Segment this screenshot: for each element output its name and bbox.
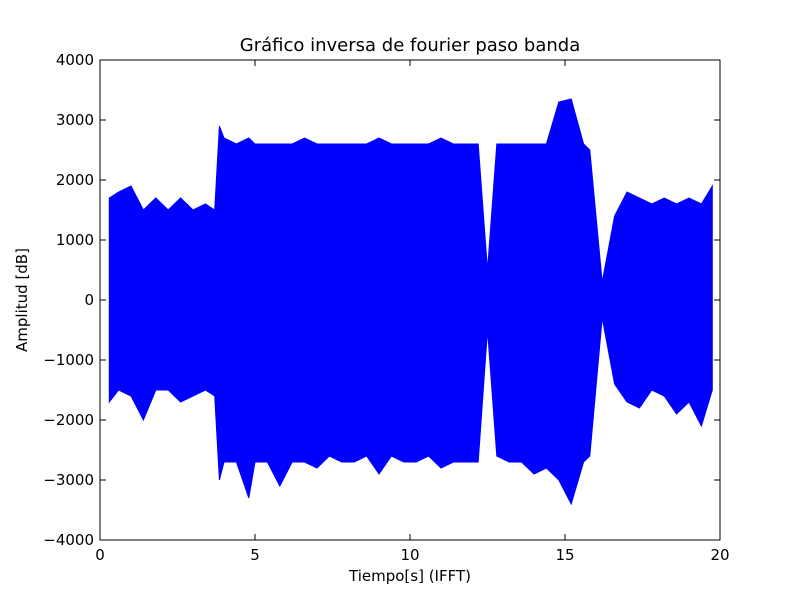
- chart-title: Gráfico inversa de fourier paso banda: [239, 35, 581, 56]
- x-tick-label: 15: [555, 546, 574, 564]
- x-tick-label: 20: [710, 546, 729, 564]
- y-tick-label: 3000: [56, 111, 94, 129]
- y-tick-label: 1000: [56, 231, 94, 249]
- x-axis-label: Tiempo[s] (IFFT): [349, 567, 471, 585]
- y-axis-label: Amplitud [dB]: [13, 248, 31, 352]
- x-tick-label: 5: [250, 546, 260, 564]
- y-tick-label: −4000: [43, 531, 94, 549]
- plot-frame: [99, 59, 721, 541]
- y-tick-label: −3000: [43, 471, 94, 489]
- x-tick-label: 0: [95, 546, 105, 564]
- y-tick-label: 2000: [56, 171, 94, 189]
- x-tick-label: 10: [400, 546, 419, 564]
- y-tick-label: 0: [84, 291, 94, 309]
- series-layer: [108, 98, 713, 506]
- y-tick-label: −2000: [43, 411, 94, 429]
- y-tick-label: 4000: [56, 51, 94, 69]
- y-tick-label: −1000: [43, 351, 94, 369]
